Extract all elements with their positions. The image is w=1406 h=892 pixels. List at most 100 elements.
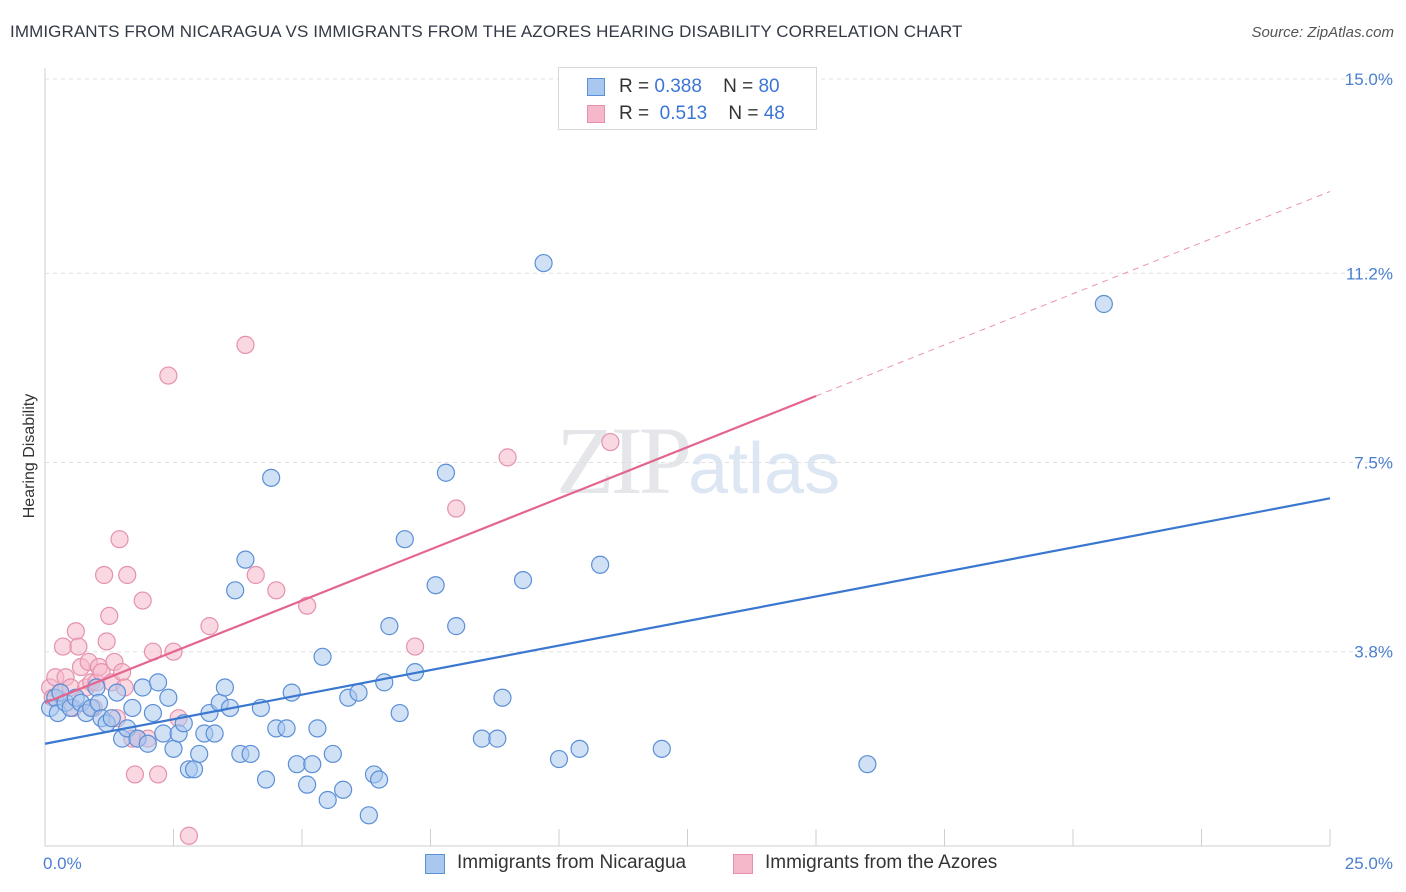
point-nicaragua (102, 709, 121, 728)
point-azores (95, 565, 114, 585)
point-azores (159, 366, 178, 385)
point-nicaragua (436, 463, 456, 482)
axes (44, 68, 1331, 847)
point-nicaragua (323, 744, 342, 764)
point-nicaragua (89, 693, 109, 712)
point-azores (125, 765, 145, 784)
trend-line-nicaragua (44, 497, 1331, 745)
point-azores (53, 637, 73, 656)
point-nicaragua (148, 673, 168, 692)
legend-r-label: R = (619, 103, 650, 124)
point-nicaragua (277, 719, 296, 738)
point-nicaragua (256, 770, 276, 789)
point-nicaragua (236, 550, 255, 569)
point-nicaragua (241, 744, 260, 764)
point-nicaragua (262, 468, 281, 487)
point-nicaragua (349, 683, 368, 702)
point-azores (118, 565, 137, 585)
point-nicaragua (215, 678, 234, 697)
legend-r-value: 0.513 (659, 103, 708, 124)
point-nicaragua (318, 790, 337, 810)
point-nicaragua (287, 755, 306, 774)
point-nicaragua (390, 703, 409, 723)
legend-n-value: 80 (758, 76, 780, 97)
point-nicaragua (313, 647, 332, 666)
point-nicaragua (226, 581, 245, 600)
legend-r-value: 0.388 (654, 76, 702, 97)
point-nicaragua (652, 739, 671, 758)
y-tick-label: 15.0% (1345, 70, 1393, 89)
point-azores (100, 606, 119, 626)
point-nicaragua (591, 555, 610, 574)
point-nicaragua (123, 698, 142, 718)
point-nicaragua (138, 734, 157, 753)
point-nicaragua (549, 749, 569, 769)
legend-label-nicaragua: Immigrants from Nicaragua (457, 852, 687, 873)
point-nicaragua (426, 576, 445, 595)
point-nicaragua (303, 755, 322, 774)
legend-n-label: N = (728, 103, 759, 124)
point-azores (110, 530, 129, 549)
point-nicaragua (334, 780, 353, 799)
point-azores (148, 765, 168, 784)
point-nicaragua (184, 760, 204, 779)
tick-labels: 3.8% 7.5% 11.2% 15.0% 0.0% 25.0% (43, 70, 1393, 873)
point-nicaragua (472, 729, 491, 748)
y-axis-title: Hearing Disability (21, 394, 38, 519)
x-tick-label: 25.0% (1345, 854, 1393, 873)
legend-swatch-nicaragua (587, 78, 605, 96)
legend-swatch-azores (587, 105, 605, 123)
point-nicaragua (370, 770, 389, 789)
point-nicaragua (375, 673, 394, 692)
point-nicaragua (133, 678, 152, 697)
point-nicaragua (513, 571, 533, 590)
point-azores (498, 448, 517, 467)
point-azores (69, 637, 88, 656)
point-azores (246, 565, 265, 585)
chart-title: IMMIGRANTS FROM NICARAGUA VS IMMIGRANTS … (10, 22, 963, 41)
legend-r-label: R = (619, 76, 650, 97)
legend-swatch-azores (733, 854, 753, 874)
point-nicaragua (493, 688, 512, 707)
trend-line-azores (44, 395, 817, 704)
point-nicaragua (205, 724, 224, 743)
trend-line-azores-extrapolated (815, 191, 1331, 397)
point-nicaragua (154, 724, 173, 743)
point-nicaragua (359, 806, 378, 825)
point-azores (405, 637, 425, 656)
point-azores (133, 591, 152, 610)
legend-n-value: 48 (763, 103, 785, 124)
point-nicaragua (488, 729, 507, 748)
point-nicaragua (164, 739, 183, 758)
point-nicaragua (380, 617, 399, 636)
point-azores (97, 632, 116, 651)
series-nicaragua-points (41, 253, 1113, 825)
point-azores (200, 617, 219, 636)
point-nicaragua (1094, 294, 1113, 314)
legend-label-azores: Immigrants from the Azores (765, 852, 998, 873)
point-nicaragua (308, 719, 327, 738)
point-azores (236, 335, 255, 354)
watermark-atlas: atlas (688, 429, 841, 509)
x-tick-label: 0.0% (43, 854, 82, 873)
point-azores (601, 432, 620, 452)
point-nicaragua (570, 739, 589, 758)
point-azores (447, 499, 466, 518)
watermark-zip: ZIP (556, 407, 692, 514)
point-nicaragua (159, 688, 178, 707)
point-azores (267, 581, 286, 600)
legend-swatch-nicaragua (425, 854, 445, 874)
legend-n-label: N = (723, 76, 754, 97)
point-azores (66, 622, 85, 641)
y-tick-label: 7.5% (1354, 454, 1393, 473)
point-nicaragua (298, 775, 317, 794)
point-nicaragua (534, 253, 553, 273)
source-label: Source: ZipAtlas.com (1251, 24, 1394, 41)
stats-legend: R = 0.388 N = 80 R = 0.513 N = 48 (558, 67, 817, 130)
point-nicaragua (395, 530, 414, 549)
series-legend: Immigrants from Nicaragua Immigrants fro… (0, 852, 1406, 878)
y-tick-label: 11.2% (1346, 264, 1393, 283)
point-nicaragua (447, 617, 466, 636)
point-nicaragua (143, 703, 163, 723)
